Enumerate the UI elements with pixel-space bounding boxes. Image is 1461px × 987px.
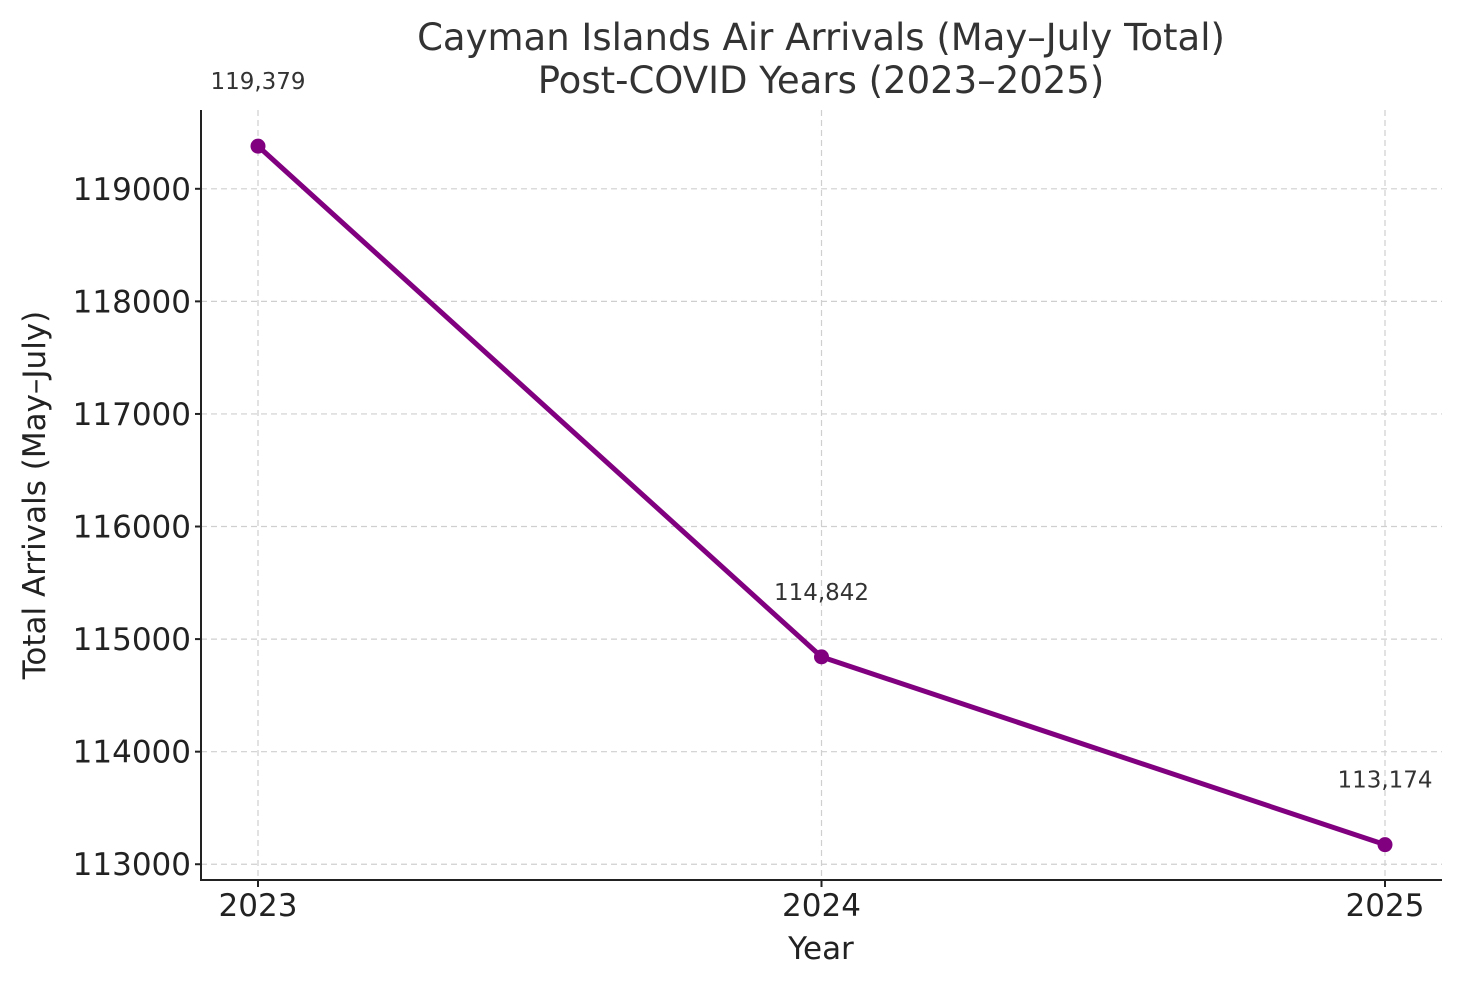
y-tick-label: 113000 bbox=[73, 847, 191, 883]
x-axis-label: Year bbox=[787, 931, 854, 967]
ticks-layer: 113000 114000 115000 116000 117000 118000 1190… bbox=[73, 172, 1425, 924]
x-tick-label: 2025 bbox=[1346, 888, 1425, 924]
y-tick-label: 114000 bbox=[73, 735, 191, 771]
grid-layer bbox=[201, 110, 1442, 880]
chart-title-line-1: Cayman Islands Air Arrivals (May–July To… bbox=[417, 16, 1225, 59]
data-point bbox=[250, 138, 266, 154]
series-layer bbox=[250, 138, 1393, 853]
data-label: 119,379 bbox=[210, 69, 305, 95]
data-point bbox=[1377, 837, 1393, 853]
y-tick-label: 117000 bbox=[73, 397, 191, 433]
y-tick-label: 116000 bbox=[73, 510, 191, 546]
y-tick-label: 115000 bbox=[73, 622, 191, 658]
y-tick-label: 119000 bbox=[73, 172, 191, 208]
y-tick-label: 118000 bbox=[73, 284, 191, 320]
data-point bbox=[814, 649, 829, 665]
x-tick-label: 2023 bbox=[219, 888, 298, 924]
x-tick-label: 2024 bbox=[782, 888, 861, 924]
data-label: 114,842 bbox=[774, 580, 869, 606]
labels-layer: 119,379 114,842 113,174 bbox=[210, 69, 1432, 794]
chart-title-line-2: Post-COVID Years (2023–2025) bbox=[538, 59, 1105, 102]
y-axis-label: Total Arrivals (May–July) bbox=[17, 311, 53, 681]
data-label: 113,174 bbox=[1337, 768, 1432, 794]
